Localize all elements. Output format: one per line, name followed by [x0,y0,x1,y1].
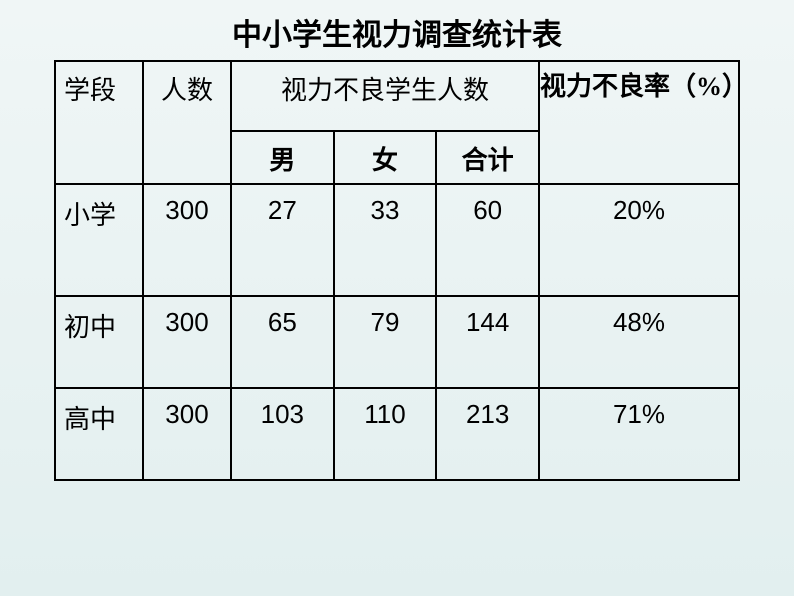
cell-male: 65 [231,296,334,388]
cell-rate: 48% [539,296,739,388]
table-container: 中小学生视力调查统计表 学段 人数 视力不良学生人数 视力不良率（%） 男 女 … [0,0,794,501]
cell-male: 103 [231,388,334,480]
header-count: 人数 [143,61,231,184]
cell-male: 27 [231,184,334,296]
table-row: 高中 300 103 110 213 71% [55,388,739,480]
header-row-1: 学段 人数 视力不良学生人数 视力不良率（%） [55,61,739,131]
cell-female: 79 [334,296,437,388]
cell-stage: 初中 [55,296,143,388]
header-poor-vision-count: 视力不良学生人数 [231,61,539,131]
page-title: 中小学生视力调查统计表 [54,10,740,54]
statistics-table: 学段 人数 视力不良学生人数 视力不良率（%） 男 女 合计 小学 300 27… [54,60,740,481]
table-row: 初中 300 65 79 144 48% [55,296,739,388]
header-total: 合计 [436,131,539,184]
cell-rate: 20% [539,184,739,296]
cell-total: 213 [436,388,539,480]
header-female: 女 [334,131,437,184]
cell-total: 144 [436,296,539,388]
header-stage: 学段 [55,61,143,184]
cell-female: 33 [334,184,437,296]
cell-female: 110 [334,388,437,480]
header-poor-vision-rate: 视力不良率（%） [539,61,739,184]
cell-count: 300 [143,184,231,296]
cell-stage: 小学 [55,184,143,296]
cell-count: 300 [143,296,231,388]
cell-count: 300 [143,388,231,480]
cell-total: 60 [436,184,539,296]
cell-stage: 高中 [55,388,143,480]
cell-rate: 71% [539,388,739,480]
table-row: 小学 300 27 33 60 20% [55,184,739,296]
header-male: 男 [231,131,334,184]
